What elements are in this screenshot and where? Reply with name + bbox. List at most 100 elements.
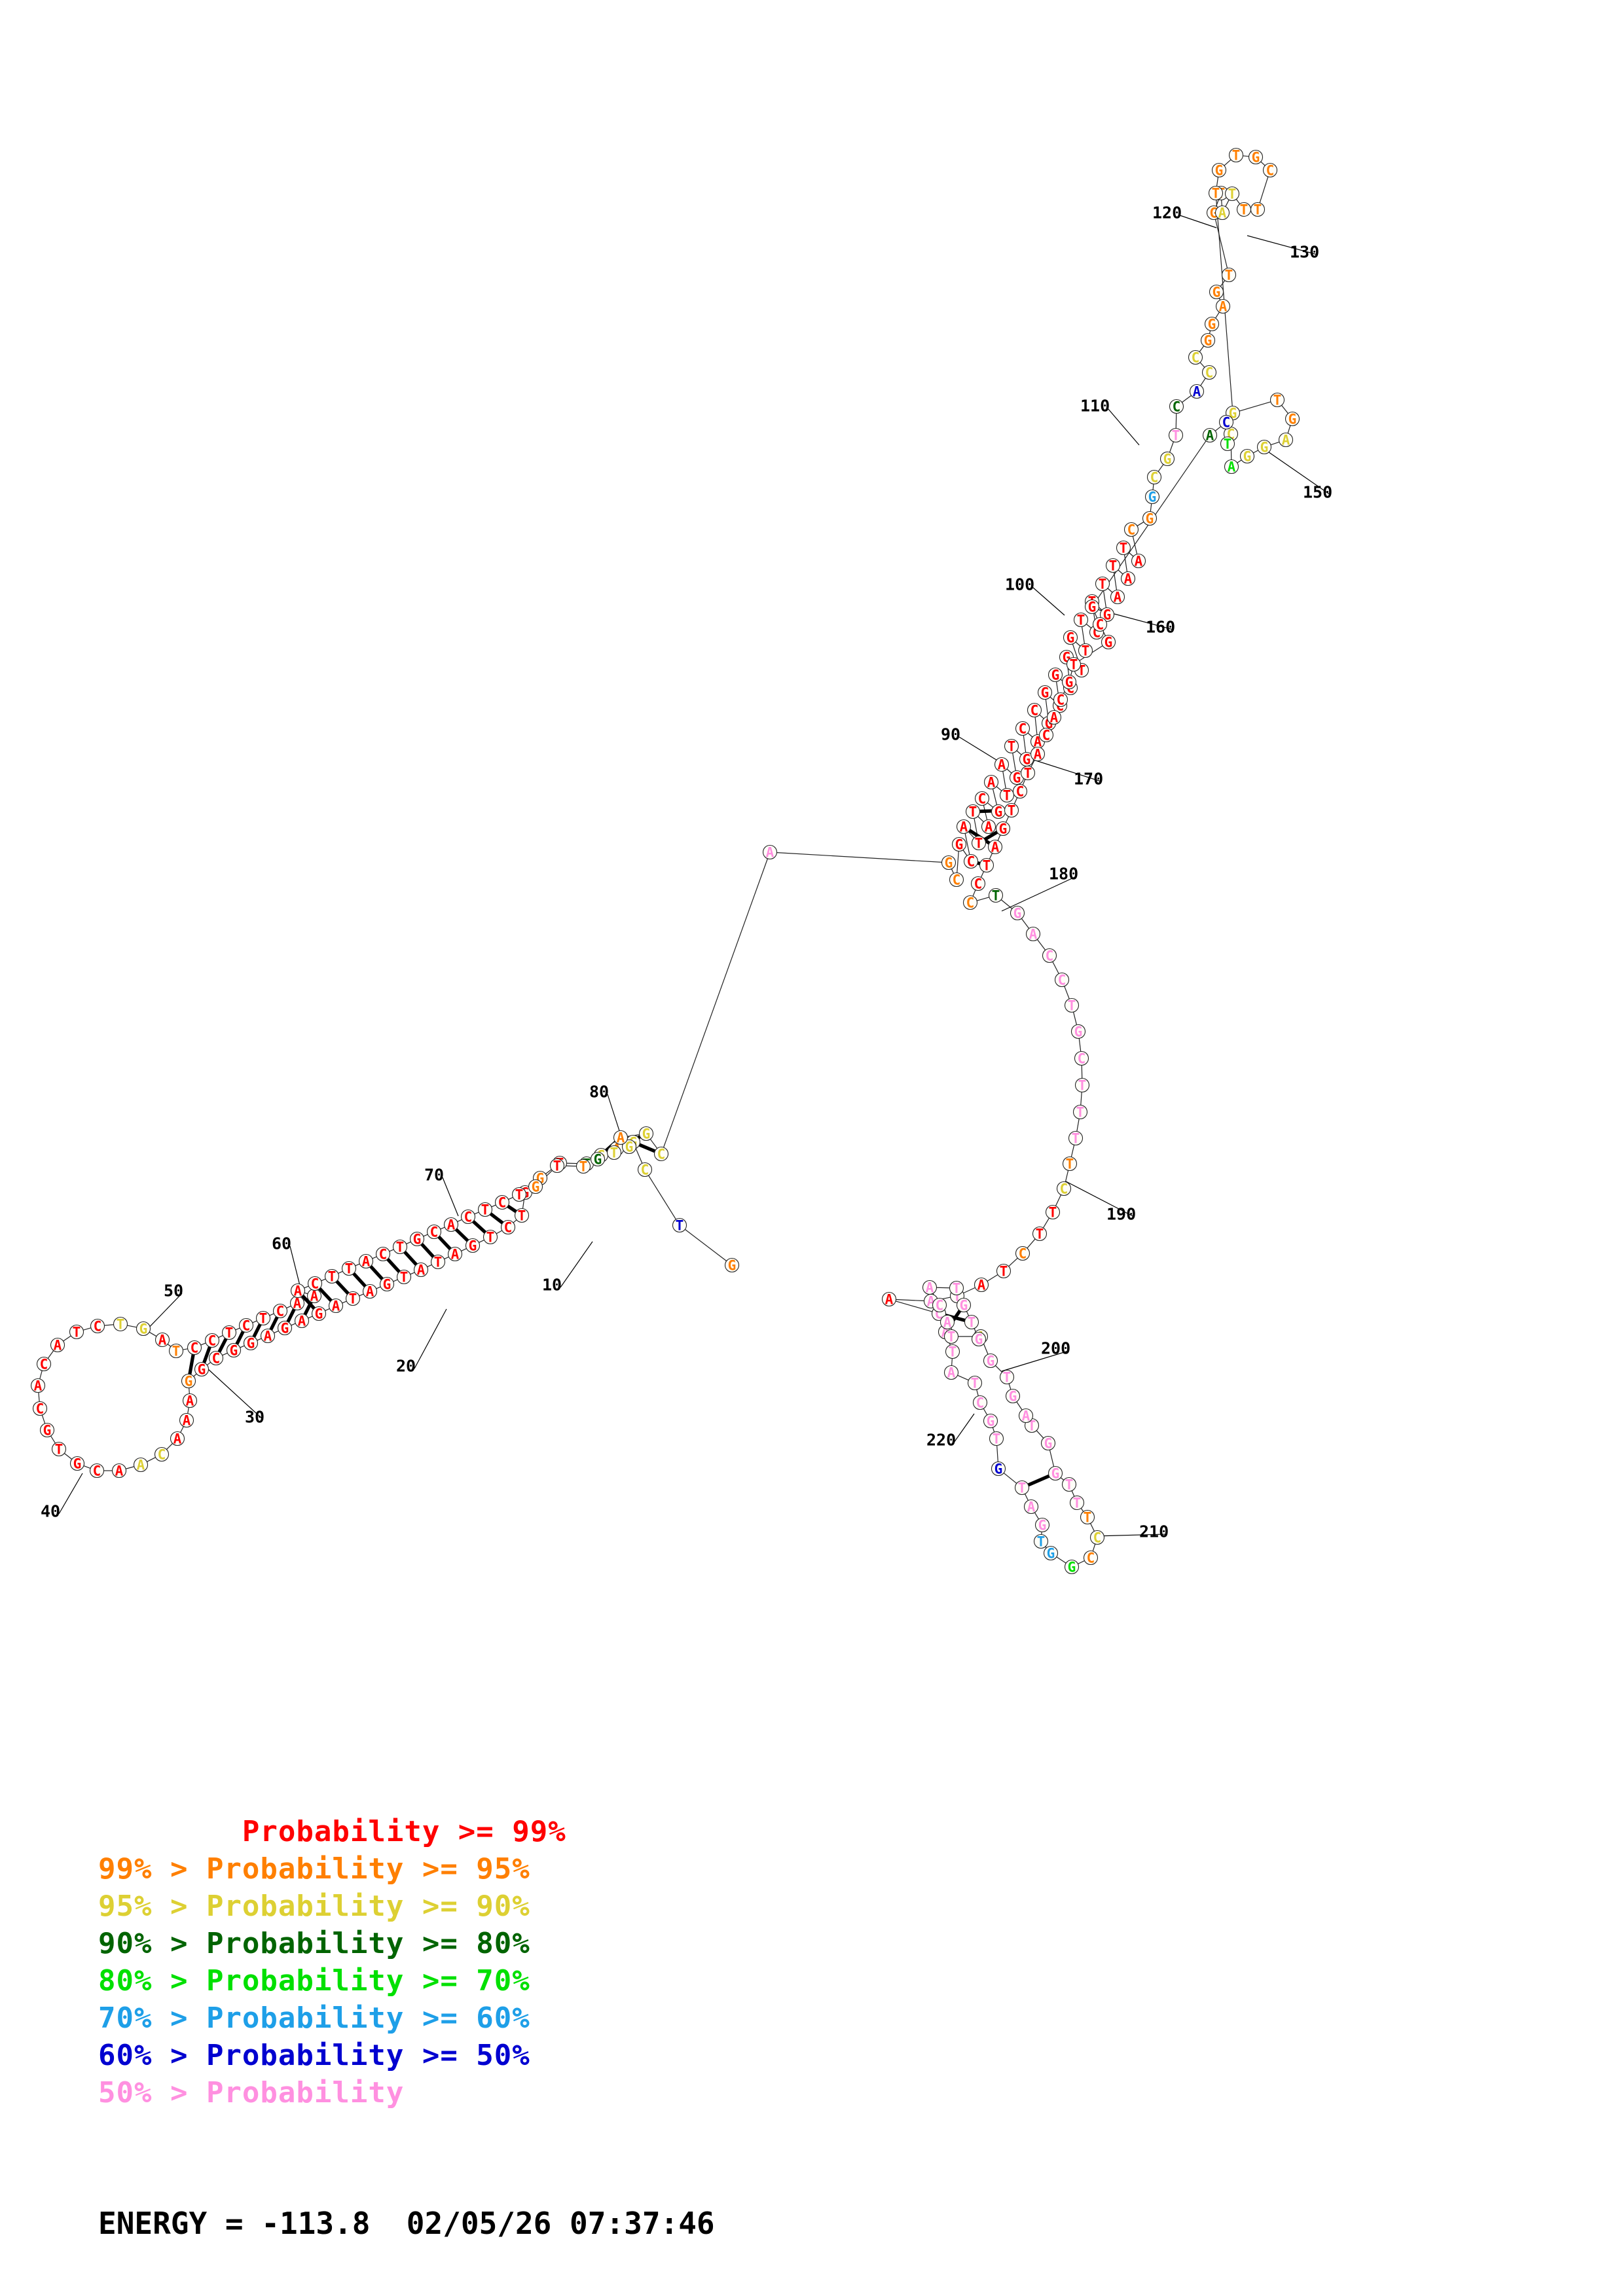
base-pair-bond — [318, 1287, 333, 1302]
nucleotide-letter: A — [985, 819, 993, 835]
nucleotide-circle — [1033, 1534, 1049, 1549]
position-leader-line — [414, 1308, 447, 1369]
position-leader-line — [442, 1177, 459, 1217]
backbone-link — [1070, 1145, 1075, 1157]
nucleotide-letter: G — [728, 1258, 737, 1274]
backbone-link — [1215, 312, 1220, 319]
position-label: 200 — [1041, 1339, 1070, 1358]
nucleotide-circle — [243, 1335, 259, 1351]
nucleotide-letter: A — [447, 1217, 456, 1233]
nucleotide-letter: C — [464, 1210, 473, 1225]
position-label: 160 — [1146, 618, 1175, 637]
backbone-link — [291, 1323, 296, 1326]
nucleotide-letter: T — [486, 1230, 495, 1246]
nucleotide-letter: A — [186, 1393, 194, 1409]
backbone-link — [983, 1342, 989, 1355]
nucleotide-letter: A — [1027, 1499, 1036, 1515]
backbone-link — [1002, 771, 1006, 789]
backbone-link — [1092, 1543, 1096, 1552]
nucleotide-letter: T — [953, 1281, 961, 1297]
nucleotide-letter: A — [1135, 554, 1143, 569]
legend-row: 70% > Probability >= 60% — [98, 2001, 530, 2035]
nucleotide-letter: G — [625, 1139, 634, 1155]
nucleotide-circle — [1169, 399, 1184, 414]
backbone-link — [1090, 1523, 1095, 1532]
backbone-link — [50, 1435, 56, 1444]
nucleotide-letter: T — [1008, 803, 1016, 819]
backbone-link — [1118, 569, 1123, 575]
nucleotide-letter: G — [1041, 685, 1049, 701]
nucleotide-letter: T — [396, 1240, 405, 1255]
nucleotide-letter: A — [1114, 590, 1122, 605]
nucleotide-letter: C — [1093, 1530, 1102, 1546]
nucleotide-circle — [970, 876, 986, 891]
position-label: 180 — [1049, 865, 1078, 884]
backbone-link — [1036, 1430, 1044, 1439]
nucleotide-circle — [447, 1246, 463, 1262]
nucleotide-letter: T — [1172, 428, 1180, 444]
position-leader-line — [1107, 408, 1140, 446]
nucleotide-letter: G — [975, 1332, 983, 1348]
backbone-link — [1027, 732, 1033, 738]
nucleotide-circle — [1005, 1388, 1021, 1404]
nucleotide-circle — [1084, 599, 1100, 615]
nucleotide-circle — [637, 1162, 653, 1177]
nucleotide-letter: T — [676, 1218, 684, 1234]
nucleotide-circle — [1048, 667, 1063, 683]
nucleotide-letter: C — [1150, 470, 1159, 486]
nucleotide-circle — [638, 1126, 654, 1141]
nucleotide-letter: T — [481, 1202, 490, 1218]
nucleotide-letter: A — [310, 1289, 319, 1304]
backbone-link — [996, 786, 1002, 791]
position-label: 150 — [1303, 483, 1332, 502]
nucleotide-letter: T — [969, 804, 977, 820]
nucleotide-letter: T — [1240, 202, 1249, 218]
nucleotide-letter: T — [993, 1431, 1001, 1447]
nucleotide-letter: A — [987, 775, 996, 791]
base-pair-bond — [507, 1204, 517, 1213]
nucleotide-letter: C — [1019, 721, 1027, 737]
backbone-link — [1025, 1494, 1029, 1501]
backbone-link — [1260, 161, 1266, 166]
legend-row: Probability >= 99% — [98, 1815, 566, 1848]
nucleotide-letter: T — [1049, 1205, 1057, 1221]
backbone-link — [410, 1272, 415, 1275]
position-leader-line — [1179, 215, 1217, 228]
nucleotide-circle — [1131, 553, 1146, 569]
nucleotide-letter: C — [1030, 703, 1039, 719]
nucleotide-circle — [949, 1280, 964, 1296]
nucleotide-circle — [1116, 540, 1131, 556]
backbone-link — [1224, 159, 1231, 166]
base-pair-bond — [286, 1308, 296, 1323]
nucleotide-letter: T — [1099, 577, 1107, 592]
nucleotide-letter: A — [54, 1338, 62, 1354]
nucleotide-circle — [30, 1378, 46, 1393]
nucleotide-letter: A — [298, 1314, 306, 1329]
nucleotide-circle — [1239, 448, 1255, 464]
backbone-link — [1200, 378, 1206, 386]
backbone-link — [1027, 1238, 1036, 1249]
backbone-link — [1030, 760, 1035, 767]
nucleotide-circle — [1061, 674, 1077, 690]
nucleotide-circle — [500, 1219, 516, 1235]
nucleotide-circle — [1105, 558, 1121, 573]
backbone-link — [972, 889, 976, 897]
backbone-link — [1281, 404, 1288, 414]
nucleotide-circle — [967, 1375, 983, 1391]
nucleotide-circle — [999, 1369, 1015, 1385]
nucleotide-letter: C — [242, 1318, 251, 1334]
nucleotide-letter: T — [1076, 1105, 1085, 1121]
nucleotide-letter: C — [936, 1298, 944, 1314]
nucleotide-circle — [1074, 1077, 1090, 1093]
nucleotide-circle — [396, 1269, 412, 1285]
backbone-link — [304, 1292, 308, 1295]
nucleotide-letter: A — [1029, 927, 1038, 942]
nucleotide-letter: C — [1016, 784, 1025, 800]
backbone-link — [1152, 484, 1154, 490]
nucleotide-letter: A — [1282, 433, 1290, 448]
nucleotide-circle — [1066, 656, 1082, 672]
nucleotide-letter: T — [1273, 393, 1282, 408]
nucleotide-circle — [988, 888, 1004, 903]
backbone-link — [957, 1374, 969, 1381]
nucleotide-circle — [653, 1146, 669, 1162]
